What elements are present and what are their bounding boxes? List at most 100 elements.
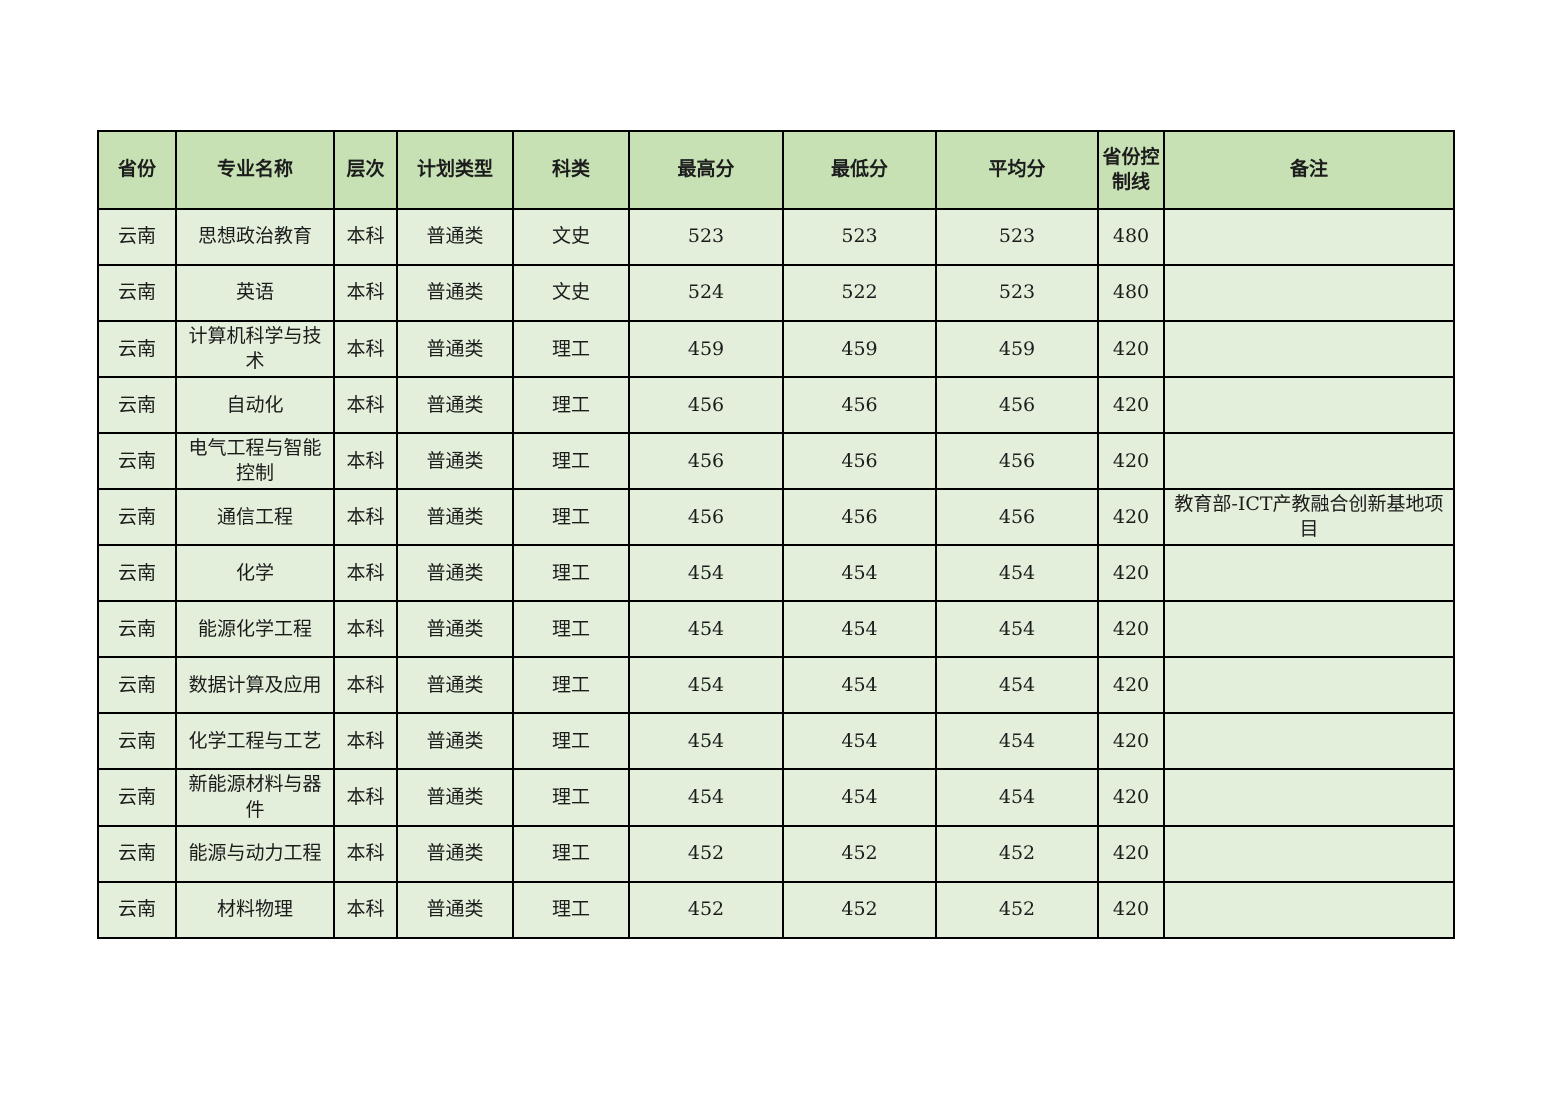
table-cell: 云南 (97, 488, 177, 547)
remark-cell (1163, 768, 1455, 827)
table-cell: 本科 (333, 600, 398, 659)
table-row: 云南 通信工程 本科 普通类 理工 456 456 456 420 教育部-ICT产教融合创新基地… (97, 488, 1455, 547)
table-cell: 化学工程与工艺 (175, 712, 335, 771)
remark-cell (1163, 880, 1455, 939)
table-cell: 云南 (97, 544, 177, 603)
table-cell: 普通类 (396, 824, 514, 883)
table-cell: 420 (1097, 880, 1165, 939)
table-cell: 本科 (333, 432, 398, 491)
table-row: 云南 能源化学工程 本科 普通类 理工 454 454 454 420 (97, 600, 1455, 659)
table-cell: 456 (782, 432, 937, 491)
table-cell: 理工 (512, 880, 630, 939)
table-cell: 英语 (175, 264, 335, 322)
table-cell: 523 (628, 208, 784, 266)
table-cell: 电气工程与智能控制 (175, 432, 335, 491)
table-cell: 化学 (175, 544, 335, 603)
table-cell: 420 (1097, 319, 1165, 379)
remark-cell (1163, 824, 1455, 883)
table-cell: 420 (1097, 488, 1165, 547)
table-cell: 云南 (97, 319, 177, 379)
table-cell: 理工 (512, 712, 630, 771)
table-cell: 420 (1097, 768, 1165, 827)
table-cell: 普通类 (396, 712, 514, 771)
table-cell: 456 (935, 488, 1099, 547)
table-cell: 本科 (333, 544, 398, 603)
table-cell: 本科 (333, 208, 398, 266)
table-cell: 普通类 (396, 488, 514, 547)
table-cell: 本科 (333, 880, 398, 939)
header-cell: 省份控制线 (1097, 130, 1165, 210)
remark-cell: 教育部-ICT产教融合创新基地项目 (1163, 488, 1455, 547)
table-cell: 文史 (512, 208, 630, 266)
header-cell: 备注 (1163, 130, 1455, 210)
table-cell: 454 (935, 768, 1099, 827)
table-row: 云南 新能源材料与器件 本科 普通类 理工 454 454 454 420 (97, 768, 1455, 827)
header-cell: 省份 (97, 130, 177, 210)
table-cell: 计算机科学与技术 (175, 319, 335, 379)
table-cell: 普通类 (396, 880, 514, 939)
table-cell: 普通类 (396, 768, 514, 827)
table-cell: 480 (1097, 208, 1165, 266)
table-row: 云南 能源与动力工程 本科 普通类 理工 452 452 452 420 (97, 824, 1455, 883)
remark-cell (1163, 712, 1455, 771)
table-cell: 420 (1097, 600, 1165, 659)
remark-cell (1163, 600, 1455, 659)
table-cell: 459 (782, 319, 937, 379)
table-cell: 456 (935, 376, 1099, 435)
table-cell: 420 (1097, 656, 1165, 715)
table-row: 云南 英语 本科 普通类 文史 524 522 523 480 (97, 264, 1455, 322)
table-cell: 通信工程 (175, 488, 335, 547)
table-cell: 456 (782, 376, 937, 435)
table-cell: 理工 (512, 824, 630, 883)
table-cell: 文史 (512, 264, 630, 322)
header-cell: 层次 (333, 130, 398, 210)
table-cell: 理工 (512, 376, 630, 435)
table-cell: 454 (782, 768, 937, 827)
table-cell: 云南 (97, 656, 177, 715)
table-cell: 理工 (512, 432, 630, 491)
table-cell: 理工 (512, 488, 630, 547)
table-row: 云南 材料物理 本科 普通类 理工 452 452 452 420 (97, 880, 1455, 939)
table-cell: 454 (782, 600, 937, 659)
header-cell: 平均分 (935, 130, 1099, 210)
table-cell: 524 (628, 264, 784, 322)
remark-cell (1163, 656, 1455, 715)
table-cell: 459 (628, 319, 784, 379)
table-body: 云南 思想政治教育 本科 普通类 文史 523 523 523 480 云南 英语 本科 普通类 文史 52… (97, 208, 1455, 939)
table-cell: 454 (782, 712, 937, 771)
table-cell: 456 (628, 376, 784, 435)
table-cell: 普通类 (396, 544, 514, 603)
table-cell: 本科 (333, 712, 398, 771)
admission-scores-table-wrap: 省份 专业名称 层次 计划类型 科类 最高分 最低分 平均分 省份控制线 备注 云南 思想政治教育本… (97, 130, 1455, 939)
remark-cell (1163, 264, 1455, 322)
header-cell: 最低分 (782, 130, 937, 210)
table-cell: 452 (628, 824, 784, 883)
table-cell: 本科 (333, 824, 398, 883)
table-cell: 454 (935, 544, 1099, 603)
table-cell: 454 (782, 544, 937, 603)
table-cell: 456 (935, 432, 1099, 491)
table-row: 云南 化学 本科 普通类 理工 454 454 454 420 (97, 544, 1455, 603)
table-cell: 本科 (333, 488, 398, 547)
table-cell: 454 (628, 600, 784, 659)
table-cell: 459 (935, 319, 1099, 379)
table-cell: 456 (782, 488, 937, 547)
table-cell: 普通类 (396, 432, 514, 491)
table-cell: 云南 (97, 376, 177, 435)
table-cell: 云南 (97, 432, 177, 491)
table-cell: 456 (628, 488, 784, 547)
table-cell: 454 (935, 656, 1099, 715)
table-cell: 理工 (512, 656, 630, 715)
table-cell: 420 (1097, 432, 1165, 491)
table-cell: 理工 (512, 600, 630, 659)
admission-scores-table: 省份 专业名称 层次 计划类型 科类 最高分 最低分 平均分 省份控制线 备注 云南 思想政治教育本… (97, 130, 1455, 939)
table-cell: 本科 (333, 264, 398, 322)
table-row: 云南 思想政治教育 本科 普通类 文史 523 523 523 480 (97, 208, 1455, 266)
table-cell: 452 (935, 880, 1099, 939)
table-cell: 普通类 (396, 264, 514, 322)
header-cell: 计划类型 (396, 130, 514, 210)
table-cell: 云南 (97, 768, 177, 827)
table-cell: 454 (935, 600, 1099, 659)
table-cell: 454 (628, 712, 784, 771)
table-header-row: 省份 专业名称 层次 计划类型 科类 最高分 最低分 平均分 省份控制线 备注 (97, 130, 1455, 210)
